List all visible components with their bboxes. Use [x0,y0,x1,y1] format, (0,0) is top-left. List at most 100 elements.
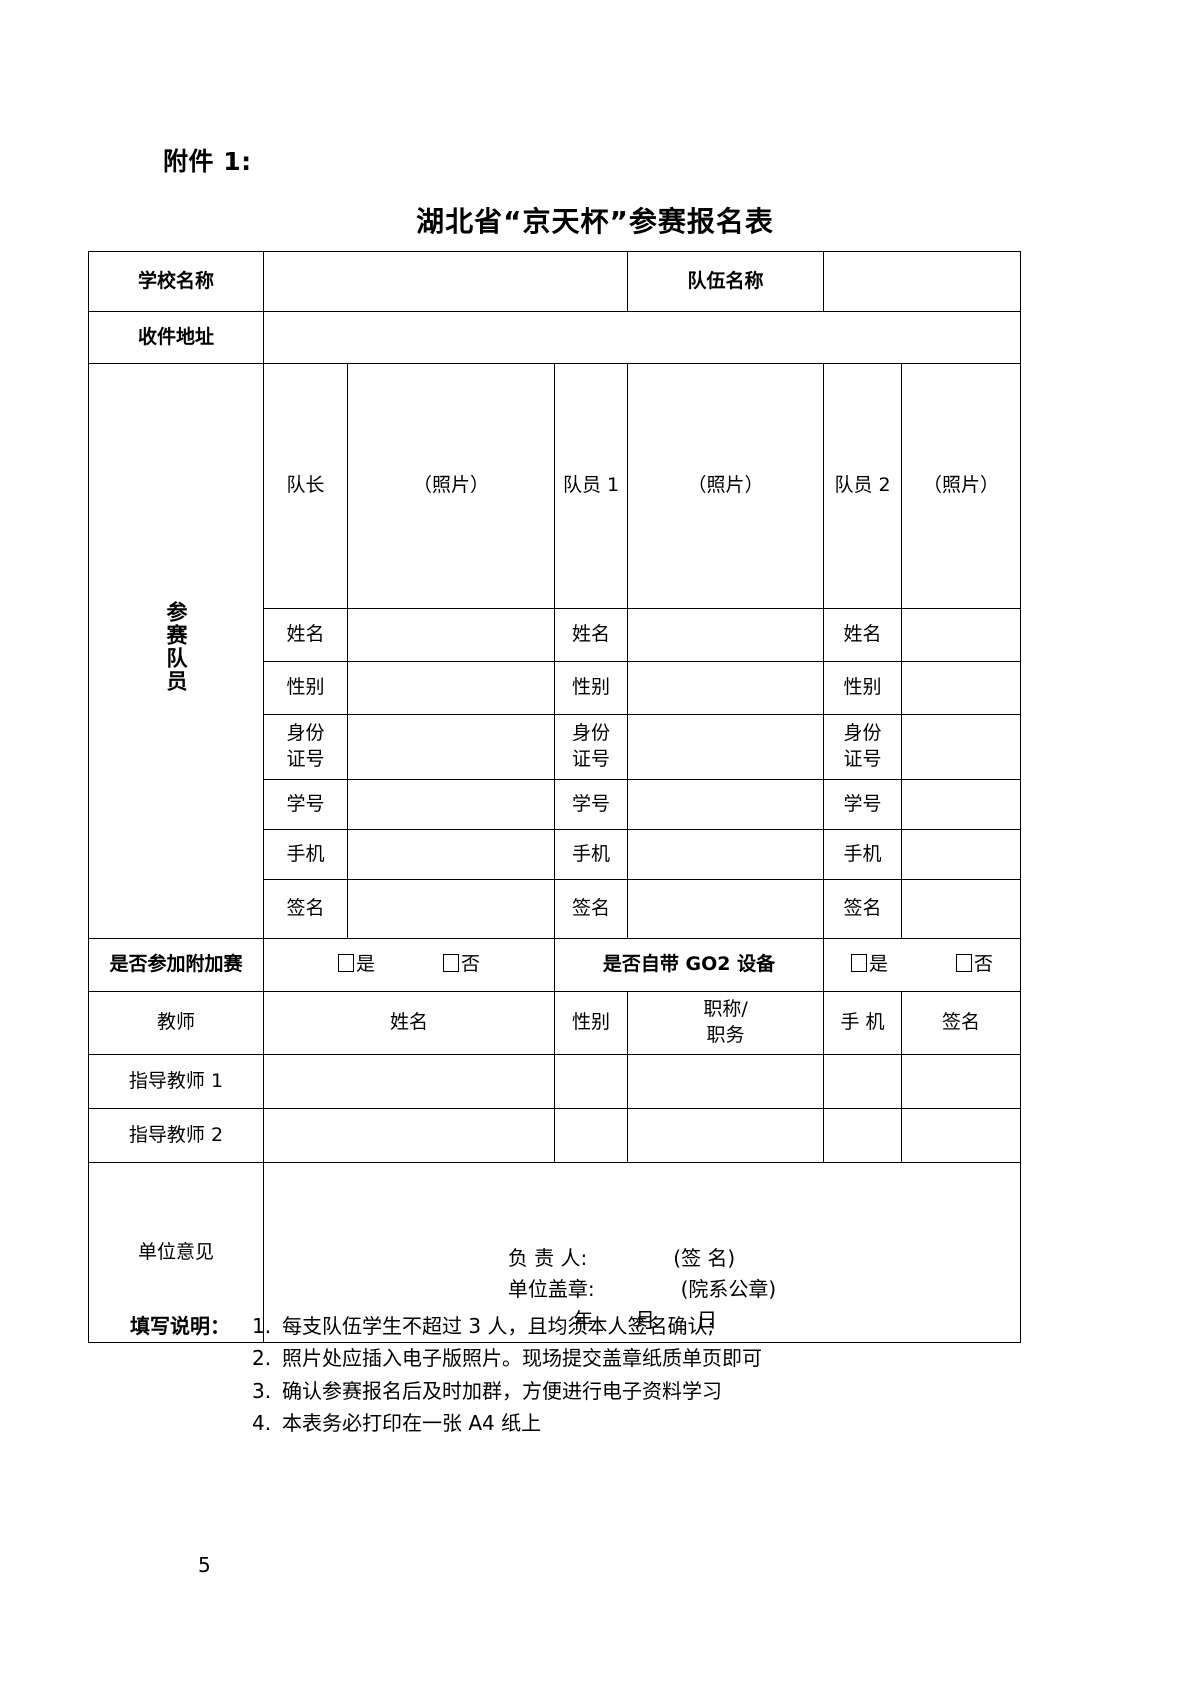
teacher-1-name[interactable] [263,1054,555,1109]
teacher-header-title-line1: 职称/ [703,998,748,1021]
field-label-id-leader-line2: 证号 [286,748,325,770]
instruction-2-number: 2. [252,1346,272,1371]
field-label-name-leader: 姓名 [263,608,348,662]
extra-match-yes-label: 是 [355,953,375,976]
teacher-1-signature[interactable] [901,1054,1022,1109]
member-role-member1: 队员 1 [553,363,629,609]
field-value-phone-member1[interactable] [627,829,825,880]
instruction-1-number: 1. [252,1314,272,1338]
own-device-yes-checkbox[interactable]: 是 [851,952,888,978]
instruction-1-text: 每支队伍学生不超过 3 人，且均须本人签名确认; [282,1314,715,1338]
field-value-phone-leader[interactable] [347,829,555,880]
person-in-charge-note: (签 名) [673,1246,736,1270]
own-device-yes-label: 是 [869,953,889,976]
field-value-gender-member1[interactable] [627,661,825,715]
field-label-id-member1-line2: 证号 [572,748,611,770]
checkbox-square-icon [956,954,973,973]
teacher-2-signature[interactable] [901,1108,1022,1163]
unit-opinion-body[interactable]: 负 责 人: (签 名) 单位盖章: (院系公章) 年 月 日 [262,1162,1022,1343]
checkbox-square-icon [851,954,867,973]
member-photo-member1[interactable]: （照片） [627,363,825,609]
page-title: 湖北省“京天杯”参赛报名表 [416,205,774,238]
field-label-signature-member2: 签名 [823,879,903,939]
table-row-name: 姓名 姓名 姓名 [89,608,1022,662]
instruction-4-number: 4. [252,1411,272,1436]
teacher-2-phone[interactable] [823,1108,903,1163]
field-value-name-member2[interactable] [901,608,1022,662]
field-label-phone-member1: 手机 [553,829,629,880]
field-value-gender-member2[interactable] [901,661,1022,715]
date-day-label: 日 [696,1308,717,1332]
field-value-signature-leader[interactable] [347,879,555,939]
instruction-item-1: 填写说明： 1. 每支队伍学生不超过 3 人，且均须本人签名确认; [130,1310,762,1342]
own-device-label: 是否自带 GO2 设备 [553,938,825,992]
field-label-name-member2: 姓名 [823,608,903,662]
date-line: 年月日 [508,1305,776,1336]
field-label-id-member2-line1: 身份 [843,722,882,745]
instruction-3-text: 确认参赛报名后及时加群，方便进行电子资料学习 [282,1378,722,1403]
field-label-phone-leader: 手机 [263,829,348,880]
field-label-id-leader: 身份 证号 [263,714,348,780]
teacher-header-title-line2: 职务 [706,1024,745,1046]
registration-form-table: 学校名称 队伍名称 收件地址 参赛队员 队长 （照片） 队员 1 （照片） 队员… [88,251,1022,1343]
field-value-id-leader[interactable] [347,714,555,780]
field-value-name-member1[interactable] [627,608,825,662]
member-role-leader: 队长 [263,363,348,609]
school-name-value[interactable] [262,251,629,312]
field-value-id-member1[interactable] [627,714,825,780]
team-name-value[interactable] [823,251,1022,312]
field-value-studentid-member1[interactable] [627,779,825,830]
teacher-2-name[interactable] [263,1108,555,1163]
table-row-school: 学校名称 队伍名称 [88,251,1022,312]
address-value[interactable] [262,311,1022,364]
field-value-signature-member2[interactable] [901,879,1022,939]
member-photo-member2[interactable]: （照片） [901,363,1022,609]
school-name-label: 学校名称 [88,251,264,312]
field-value-studentid-leader[interactable] [347,779,555,830]
own-device-no-checkbox[interactable]: 否 [956,952,993,978]
address-label: 收件地址 [88,311,264,364]
extra-match-no-checkbox[interactable]: 否 [443,952,480,978]
extra-match-yes-checkbox[interactable]: 是 [337,952,375,978]
teacher-1-gender[interactable] [553,1054,629,1109]
field-value-signature-member1[interactable] [627,879,825,939]
member-photo-leader[interactable]: （照片） [347,363,555,609]
table-row-teacher-1: 指导教师 1 [88,1054,1022,1109]
field-value-studentid-member2[interactable] [901,779,1022,830]
unit-opinion-label: 单位意见 [88,1162,264,1343]
unit-seal-note: (院系公章) [680,1277,777,1301]
extra-match-label: 是否参加附加赛 [88,938,264,992]
teacher-1-label: 指导教师 1 [88,1054,264,1109]
table-row-options: 是否参加附加赛 是 否 是否自带 GO2 设备 是 否 [88,938,1022,992]
field-label-phone-member2: 手机 [823,829,903,880]
field-label-studentid-member1: 学号 [553,779,629,830]
teacher-1-title[interactable] [627,1054,825,1109]
field-value-id-member2[interactable] [901,714,1022,780]
field-value-name-leader[interactable] [347,608,555,662]
page-number: 5 [198,1553,211,1577]
teacher-header-phone: 手 机 [823,991,903,1055]
extra-match-no-label: 否 [461,953,481,976]
teacher-header-name: 姓名 [263,991,555,1055]
table-row-id-number: 身份 证号 身份 证号 身份 证号 [89,714,1022,780]
teacher-2-gender[interactable] [553,1108,629,1163]
table-row-unit-opinion: 单位意见 负 责 人: (签 名) 单位盖章: (院系公章) 年 月 日 [88,1162,1022,1343]
teacher-header-gender: 性别 [553,991,629,1055]
field-label-signature-member1: 签名 [553,879,629,939]
own-device-no-label: 否 [974,953,994,976]
instruction-item-3: 3. 确认参赛报名后及时加群，方便进行电子资料学习 [130,1375,762,1407]
checkbox-square-icon [337,954,354,973]
field-label-id-member2: 身份 证号 [823,714,903,780]
instruction-4-text: 本表务必打印在一张 A4 纸上 [282,1411,542,1436]
field-label-studentid-leader: 学号 [263,779,348,830]
table-row-teacher-2: 指导教师 2 [88,1108,1022,1163]
field-value-phone-member2[interactable] [901,829,1022,880]
instruction-item-4: 4. 本表务必打印在一张 A4 纸上 [130,1407,762,1439]
instruction-2-text: 照片处应插入电子版照片。现场提交盖章纸质单页即可 [282,1346,762,1371]
teacher-1-phone[interactable] [823,1054,903,1109]
teacher-2-title[interactable] [627,1108,825,1163]
person-in-charge-line: 负 责 人: (签 名) [508,1243,776,1274]
attachment-label: 附件 1: [163,147,252,176]
field-value-gender-leader[interactable] [347,661,555,715]
